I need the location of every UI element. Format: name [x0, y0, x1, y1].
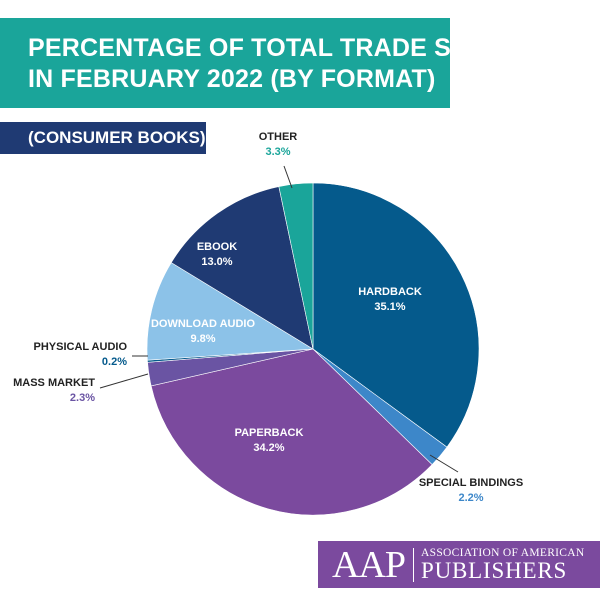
title-banner: PERCENTAGE OF TOTAL TRADE SALES IN FEBRU… — [0, 18, 519, 108]
slice-label-special-bindings: SPECIAL BINDINGS — [419, 477, 523, 489]
logo-wordmark: ASSOCIATION OF AMERICAN PUBLISHERS — [421, 547, 584, 582]
slice-label-ebook: EBOOK — [197, 241, 237, 253]
slice-value-ebook: 13.0% — [201, 256, 232, 268]
slice-value-download-audio: 9.8% — [190, 333, 215, 345]
slice-value-paperback: 34.2% — [253, 442, 284, 454]
logo-mark: AAP — [332, 543, 406, 586]
slice-label-paperback: PAPERBACK — [235, 427, 304, 439]
slice-value-special-bindings: 2.2% — [458, 492, 483, 504]
slice-label-physical-audio: PHYSICAL AUDIO — [33, 341, 127, 353]
slice-label-mass-market: MASS MARKET — [13, 377, 95, 389]
slice-label-other: OTHER — [259, 131, 298, 143]
leader-line-special-bindings — [429, 454, 459, 473]
pie-slices — [146, 182, 480, 516]
slice-value-mass-market: 2.3% — [70, 392, 95, 404]
chart-title-line-1: PERCENTAGE OF TOTAL TRADE SALES — [28, 34, 519, 62]
pie-slice-paperback — [150, 348, 433, 516]
aap-logo: AAP ASSOCIATION OF AMERICAN PUBLISHERS — [318, 541, 600, 588]
logo-line-1: ASSOCIATION OF AMERICAN — [421, 547, 585, 559]
leader-line-other — [283, 165, 293, 189]
logo-line-2: PUBLISHERS — [421, 558, 568, 583]
pie-slice-other — [278, 182, 314, 350]
pie-slice-download-audio — [146, 262, 314, 361]
pie-slice-ebook — [170, 186, 314, 350]
leader-line-mass-market — [99, 373, 149, 389]
pie-labels: HARDBACK 35.1% SPECIAL BINDINGS 2.2% PAPERBA… — [13, 131, 523, 504]
slice-label-download-audio: DOWNLOAD AUDIO — [151, 318, 256, 330]
slice-label-hardback: HARDBACK — [358, 286, 422, 298]
slice-value-hardback: 35.1% — [374, 301, 405, 313]
slice-value-other: 3.3% — [265, 146, 290, 158]
slice-value-physical-audio: 0.2% — [102, 356, 127, 368]
logo-divider — [413, 547, 415, 582]
chart-title-line-2: IN FEBRUARY 2022 (BY FORMAT) — [28, 65, 436, 93]
chart-subtitle: (CONSUMER BOOKS) — [0, 122, 206, 154]
pie-slice-hardback — [312, 182, 480, 448]
